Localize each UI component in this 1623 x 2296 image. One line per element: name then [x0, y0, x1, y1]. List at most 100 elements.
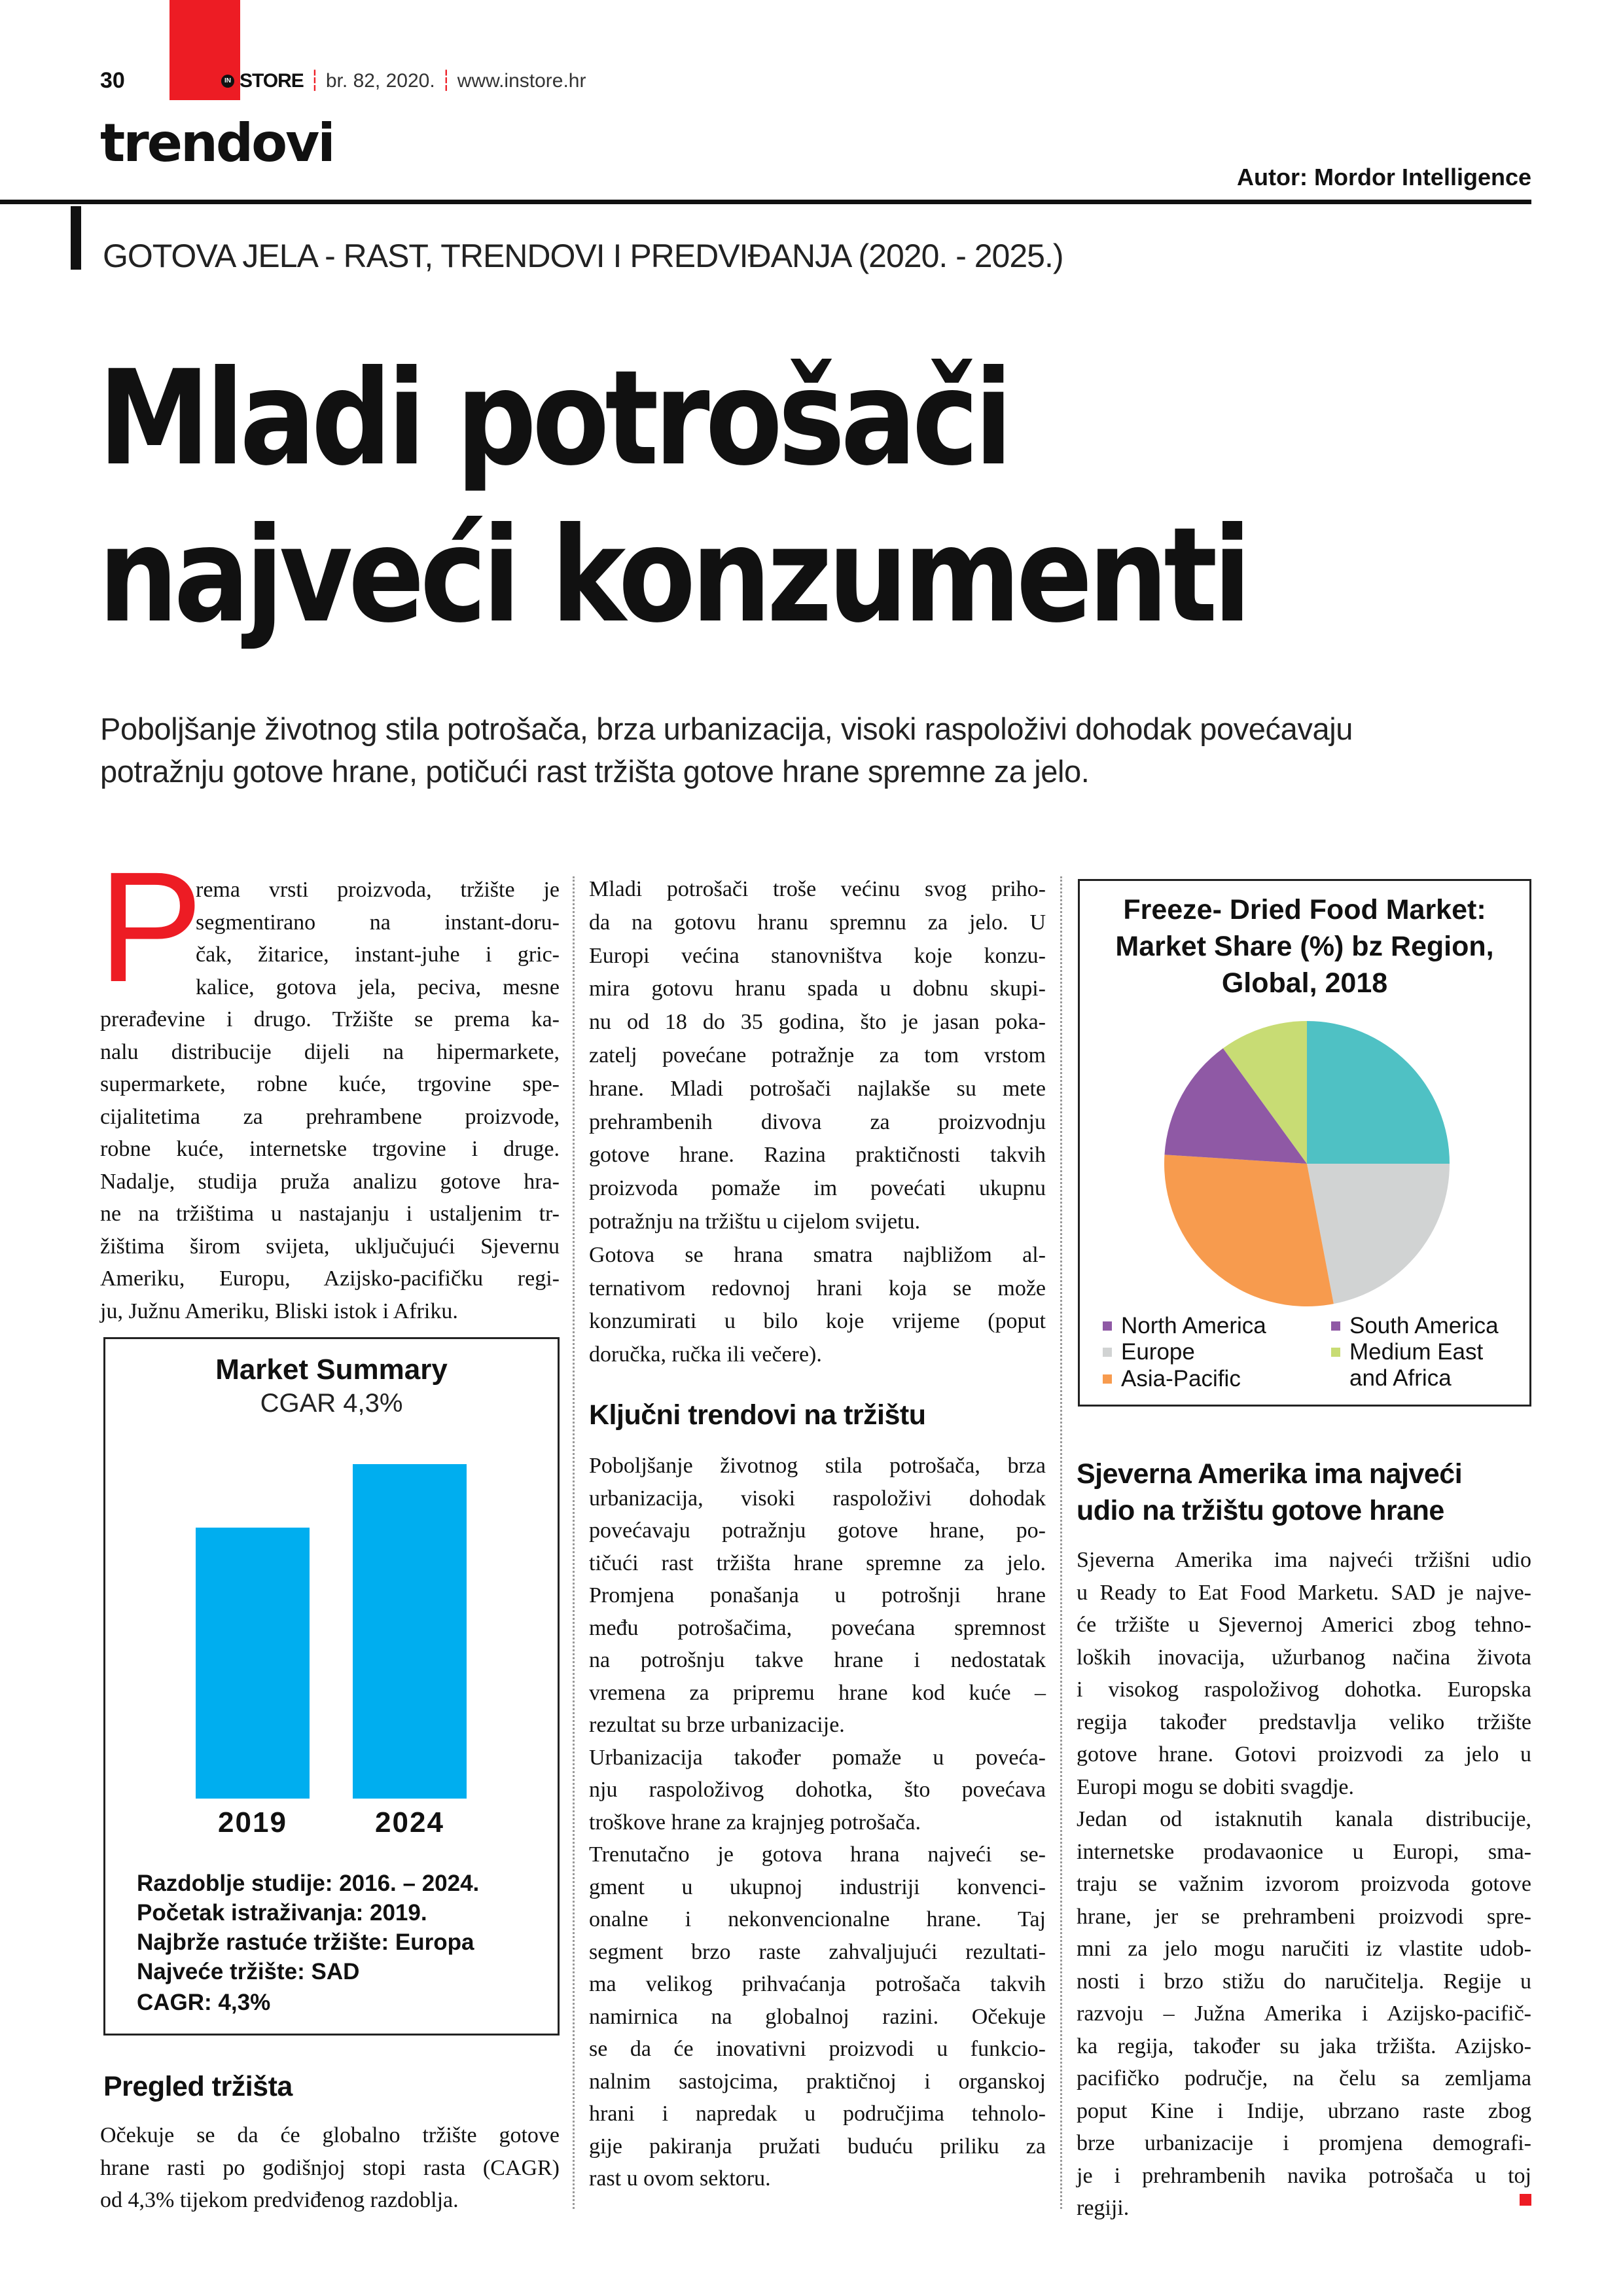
trendovi-text: Poboljšanje životnog stila potrošača, br…	[589, 1450, 1046, 2195]
column-2-text: Mladi potrošači troše većinu svog priho-…	[589, 873, 1046, 1372]
text-line: nu od 18 do 35 godina, što je jasan poka…	[589, 1010, 1046, 1035]
text-line: Trenutačno je gotova hrana najveći se-	[589, 1842, 1046, 1867]
kicker: GOTOVA JELA - RAST, TRENDOVI I PREDVIĐAN…	[103, 238, 1064, 274]
text-line: brze urbanizacije i promjena demografi-	[1077, 2131, 1531, 2155]
headline-line-1: Mladi potrošači	[98, 342, 1013, 495]
logo-in-icon: IN	[221, 74, 234, 88]
text-line: poput Kine i Indije, ubrzano raste zbog	[1077, 2098, 1531, 2123]
info-research-start: Početak istraživanja: 2019.	[137, 1900, 427, 1926]
text-line: nalu distribucije dijeli na hipermarkete…	[100, 1039, 560, 1064]
text-line: segment brzo raste zahvaljujući rezultat…	[589, 1939, 1046, 1964]
pie-title-line-2: Market Share (%) bz Region,	[1115, 931, 1494, 962]
text-line: Poboljšanje životnog stila potrošača, br…	[589, 1454, 1046, 1478]
legend-item: Medium East and Africa	[1331, 1339, 1507, 1391]
column-separator	[573, 876, 575, 2209]
text-line: hrane, jer se prehrambeni proizvodi spre…	[1077, 1904, 1531, 1929]
text-line: hrane. Mladi potrošači najlakše su mete	[589, 1076, 1046, 1101]
text-line: rezultat su brze urbanizacije.	[589, 1713, 845, 1737]
text-line: zatelj povećane potražnje za tom vrstom	[589, 1043, 1046, 1067]
text-line: cijalitetima za prehrambene proizvode,	[100, 1104, 560, 1129]
text-line: pacifičko područje, na čelu sa zemljama	[1077, 2066, 1531, 2090]
text-line: mira gotovu hranu spada u dobnu skupi-	[589, 977, 1046, 1001]
text-line: Europi mogu se dobiti svagdje.	[1077, 1774, 1355, 1799]
pie-title-line-3: Global, 2018	[1221, 967, 1388, 999]
pie-chart-box: Freeze- Dried Food Market: Market Share …	[1078, 879, 1531, 1407]
column-3-text: Sjeverna Amerika ima najveći tržišni udi…	[1077, 1544, 1531, 2225]
text-line: među potrošačima, povećana spremnost	[589, 1615, 1046, 1640]
end-of-article-mark	[1520, 2194, 1531, 2206]
lead-line-2: potražnju gotove hrane, potičući rast tr…	[100, 754, 1090, 789]
text-line: nju raspoloživog dohotka, što povećava	[589, 1778, 1046, 1802]
pie-slice-0	[1307, 1021, 1450, 1164]
legend-item: North America	[1103, 1313, 1266, 1339]
text-line: traju se važnim izvorom proizvoda gotove	[1077, 1872, 1531, 1896]
legend-label: Medium East and Africa	[1349, 1339, 1484, 1391]
legend-swatch	[1331, 1348, 1340, 1357]
author-credit: Autor: Mordor Intelligence	[1237, 164, 1531, 190]
page-number: 30	[100, 68, 125, 93]
text-line: vremena za pripremu hrane kod kuće –	[589, 1680, 1046, 1705]
text-line: hrane rasti po godišnjoj stopi rasta (CA…	[100, 2155, 560, 2180]
text-line: Ameriku, Europu, Azijsko-pacifičku regi-	[100, 1266, 560, 1291]
text-line: Jedan od istaknutih kanala distribucije,	[1077, 1807, 1531, 1831]
legend-label: Europe	[1121, 1339, 1195, 1365]
pregled-text: Očekuje se da će globalno tržište gotove…	[100, 2119, 560, 2217]
section-title: trendovi	[100, 113, 336, 173]
text-line: u Ready to Eat Food Marketu. SAD je najv…	[1077, 1580, 1531, 1605]
text-line: Nadalje, studija pruža analizu gotove hr…	[100, 1169, 560, 1194]
section-heading-pregled: Pregled tržišta	[103, 2071, 293, 2102]
divider: ┆	[308, 70, 321, 92]
text-line: gije pakiranja pružati buduću priliku za	[589, 2134, 1046, 2159]
text-line: regija također predstavlja veliko tržišt…	[1077, 1710, 1531, 1734]
legend-item: South America	[1331, 1313, 1499, 1339]
market-summary-box: Market Summary CGAR 4,3% 2019 2024 Razdo…	[103, 1337, 560, 2036]
legend-swatch	[1103, 1321, 1112, 1331]
text-line: hrani i napredak u područjima tehnolo-	[589, 2102, 1046, 2126]
info-cagr: CAGR: 4,3%	[137, 1990, 271, 2015]
kicker-bar	[71, 206, 81, 270]
text-line: Sjeverna Amerika ima najveći tržišni udi…	[1077, 1548, 1531, 1572]
section-heading-trendovi: Ključni trendovi na tržištu	[589, 1399, 926, 1431]
section-heading-north-america-2: udio na tržištu gotove hrane	[1077, 1495, 1444, 1526]
pie-slice-2	[1164, 1155, 1334, 1306]
info-study-period: Razdoblje studije: 2016. – 2024.	[137, 1871, 480, 1896]
bar-2024	[353, 1464, 467, 1799]
text-line: povećavaju potražnju gotove hrane, po-	[589, 1518, 1046, 1543]
legend-item: Europe	[1103, 1339, 1195, 1365]
text-line: će tržište u Sjevernoj Americi zbog tehn…	[1077, 1613, 1531, 1637]
text-line: rast u ovom sektoru.	[589, 2166, 771, 2191]
legend-label: South America	[1349, 1313, 1499, 1338]
text-line: troškove hrane za krajnjeg potrošača.	[589, 1810, 921, 1835]
text-line: gment u ukupnoj industriji konvenci-	[589, 1874, 1046, 1899]
pie-title-line-1: Freeze- Dried Food Market:	[1123, 894, 1486, 925]
text-line: Urbanizacija također pomaže u poveća-	[589, 1745, 1046, 1770]
text-line: urbanizacija, visoki raspoloživi dohodak	[589, 1486, 1046, 1511]
text-line: onalne i nekonvencionalne hrane. Taj	[589, 1907, 1046, 1931]
website-link[interactable]: www.instore.hr	[457, 69, 586, 92]
pie-slice-1	[1307, 1164, 1450, 1304]
headline-line-2: najveći konzumenti	[98, 499, 1252, 652]
text-line: namirnica na globalnoj razini. Očekuje	[589, 2004, 1046, 2029]
text-line: doručka, ručka ili večere).	[589, 1342, 822, 1367]
text-line: rema vrsti proizvoda, tržište je	[196, 878, 560, 902]
text-line: je i prehrambenih navika potrošača u toj	[1077, 2163, 1531, 2188]
text-line: Gotova se hrana smatra najbližom al-	[589, 1242, 1046, 1267]
legend-label: North America	[1121, 1313, 1266, 1338]
legend-item: Asia-Pacific	[1103, 1366, 1241, 1392]
text-line: Europi većina stanovništva koje konzu-	[589, 943, 1046, 968]
bar-2019	[196, 1528, 310, 1799]
text-line: mni za jelo mogu naručiti iz vlastite ud…	[1077, 1937, 1531, 1961]
summary-subtitle: CGAR 4,3%	[260, 1389, 403, 1418]
legend-swatch	[1103, 1348, 1112, 1357]
bar-label-2019: 2019	[218, 1806, 287, 1839]
info-fastest-market: Najbrže rastuće tržište: Europa	[137, 1929, 474, 1955]
text-line: ma velikog prihvaćanja potrošača takvih	[589, 1972, 1046, 1996]
bar-label-2024: 2024	[375, 1806, 444, 1839]
text-line: loških inovacija, užurbanog načina život…	[1077, 1645, 1531, 1670]
text-line: Mladi potrošači troše većinu svog priho-	[589, 877, 1046, 901]
text-line: proizvoda pomaže im povećati ukupnu	[589, 1176, 1046, 1201]
text-line: Promjena ponašanja u potrošnji hrane	[589, 1583, 1046, 1607]
lead-line-1: Poboljšanje životnog stila potrošača, br…	[100, 711, 1353, 746]
text-line: i visokog raspoloživog dohotka. Europska	[1077, 1677, 1531, 1702]
text-line: da na gotovu hranu spremnu za jelo. U	[589, 910, 1046, 935]
